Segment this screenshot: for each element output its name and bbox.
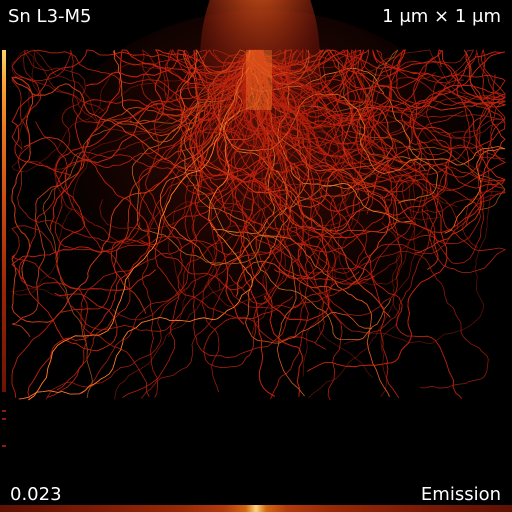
intensity-value: 0.023 <box>10 484 62 505</box>
electron-trajectory <box>256 49 507 254</box>
transition-label: Sn L3-M5 <box>8 6 92 27</box>
electron-trajectory <box>217 49 403 317</box>
colorbar-horizontal <box>0 505 512 512</box>
electron-trajectory <box>145 48 294 320</box>
electron-trajectory <box>185 49 431 334</box>
colorbar-tick <box>2 445 6 447</box>
electron-trajectory <box>145 48 294 320</box>
colorbar-vertical <box>2 50 6 392</box>
beam-entry-glow <box>200 0 320 170</box>
electron-trajectory <box>260 49 506 150</box>
electron-trajectory <box>11 49 266 243</box>
electron-trajectory <box>55 49 251 291</box>
electron-trajectory <box>257 49 494 345</box>
colorbar-tick <box>2 410 6 412</box>
electron-trajectory <box>114 49 339 400</box>
mode-label: Emission <box>420 484 501 505</box>
electron-trajectory <box>194 49 506 239</box>
electron-trajectory <box>145 48 294 320</box>
colorbar-tick <box>2 418 6 420</box>
scale-label: 1 μm × 1 μm <box>382 6 501 27</box>
beam-core <box>246 50 272 110</box>
electron-trajectory <box>159 49 390 397</box>
electron-trajectory <box>27 49 260 400</box>
